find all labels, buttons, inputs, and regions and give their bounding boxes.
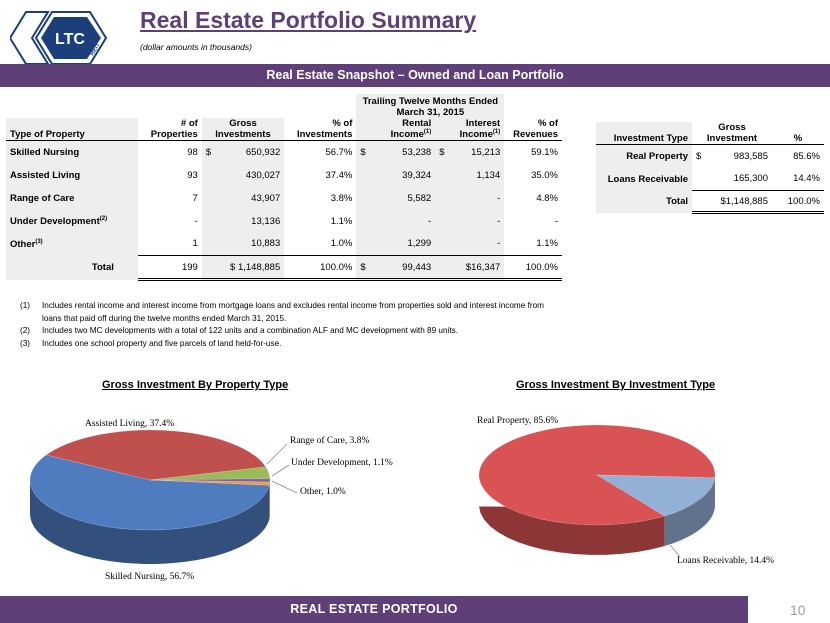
property-type-table: Trailing Twelve Months Ended March 31, 2… bbox=[6, 94, 562, 282]
total-row: Total 199 $ 1,148,885 100.0% $99,443 $16… bbox=[6, 255, 562, 282]
pie-slice-under-development bbox=[149, 478, 271, 483]
page-number: 10 bbox=[790, 602, 806, 618]
ltc-logo: LTC REIT bbox=[10, 11, 108, 65]
col-type: Type of Property bbox=[6, 118, 138, 142]
table-row: Range of Care 7 43,907 3.8% 5,582 - 4.8% bbox=[6, 186, 562, 210]
table-row: Skilled Nursing 98 $650,932 56.7% $53,23… bbox=[6, 140, 562, 164]
table-row: Real Property $983,585 85.6% bbox=[596, 144, 824, 168]
col-revenues: % of Revenues bbox=[504, 118, 562, 142]
pie-label: Assisted Living, 37.4% bbox=[85, 419, 175, 429]
section-band-title: Real Estate Snapshot – Owned and Loan Po… bbox=[266, 68, 564, 82]
table-row: Loans Receivable 165,300 14.4% bbox=[596, 167, 824, 191]
pie-label: Skilled Nursing, 56.7% bbox=[105, 572, 195, 582]
table-row: Assisted Living 93 430,027 37.4% 39,324 … bbox=[6, 163, 562, 187]
footer-band: REAL ESTATE PORTFOLIO bbox=[0, 596, 748, 623]
col-gross: Gross Investments bbox=[201, 118, 285, 142]
ttm-header-line1: Trailing Twelve Months Ended bbox=[362, 96, 499, 107]
pie-label: Under Development, 1.1% bbox=[291, 458, 393, 468]
table-row: Other(3) 1 10,883 1.0% 1,299 - 1.1% bbox=[6, 232, 562, 257]
col-rental: Rental Income(1) bbox=[356, 118, 436, 142]
footnote: (2) Includes two MC developments with a t… bbox=[20, 326, 458, 335]
pie-slice-real-property bbox=[478, 424, 716, 526]
col-pct: % of Investments bbox=[284, 118, 357, 142]
pie-slice-side bbox=[664, 477, 715, 546]
pie-slice-side bbox=[30, 480, 270, 564]
footnote: (1) Includes rental income and interest i… bbox=[20, 301, 544, 323]
pie-chart-property-type bbox=[30, 429, 271, 564]
logo-text: LTC bbox=[55, 31, 85, 48]
pie-slice-other bbox=[149, 479, 271, 486]
chart-title-investment-type: Gross Investment By Investment Type bbox=[516, 379, 716, 391]
pie-label: Loans Receivable, 14.4% bbox=[677, 556, 775, 566]
pie-label: Range of Care, 3.8% bbox=[290, 436, 370, 446]
chart-title-property-type: Gross Investment By Property Type bbox=[102, 379, 289, 391]
footnote: (3) Includes one school property and five… bbox=[20, 338, 282, 348]
pie-slice-skilled-nursing bbox=[30, 454, 270, 531]
pie-chart-investment-type bbox=[478, 424, 716, 555]
col-interest: Interest Income(1) bbox=[435, 118, 505, 142]
section-band: Real Estate Snapshot – Owned and Loan Po… bbox=[0, 64, 830, 87]
ttm-header-line2: March 31, 2015 bbox=[396, 107, 465, 118]
side-col-gross: Gross Investment bbox=[692, 122, 772, 145]
table-row: Under Development(2) - 13,136 1.1% - - - bbox=[6, 209, 562, 233]
pie-slice-range-of-care bbox=[149, 466, 271, 481]
side-col-pct: % bbox=[772, 122, 824, 145]
total-row: Total $1,148,885 100.0% bbox=[596, 190, 824, 214]
pie-slice-assisted-living bbox=[45, 429, 267, 481]
page-title: Real Estate Portfolio Summary bbox=[140, 7, 477, 33]
pie-slice-side bbox=[269, 482, 270, 520]
pie-label: Other, 1.0% bbox=[300, 487, 346, 497]
pie-label: Real Property, 85.6% bbox=[477, 416, 559, 426]
footnotes: (1) Includes rental income and interest i… bbox=[20, 300, 560, 350]
side-col-type: Investment Type bbox=[596, 122, 692, 145]
pie-slice-loans-receivable bbox=[595, 474, 716, 517]
footer-label: REAL ESTATE PORTFOLIO bbox=[290, 602, 458, 616]
page-subtitle: (dollar amounts in thousands) bbox=[140, 42, 252, 52]
col-count: # of Properties bbox=[137, 118, 202, 142]
investment-type-table: Investment Type Gross Investment % Real P… bbox=[596, 122, 824, 214]
